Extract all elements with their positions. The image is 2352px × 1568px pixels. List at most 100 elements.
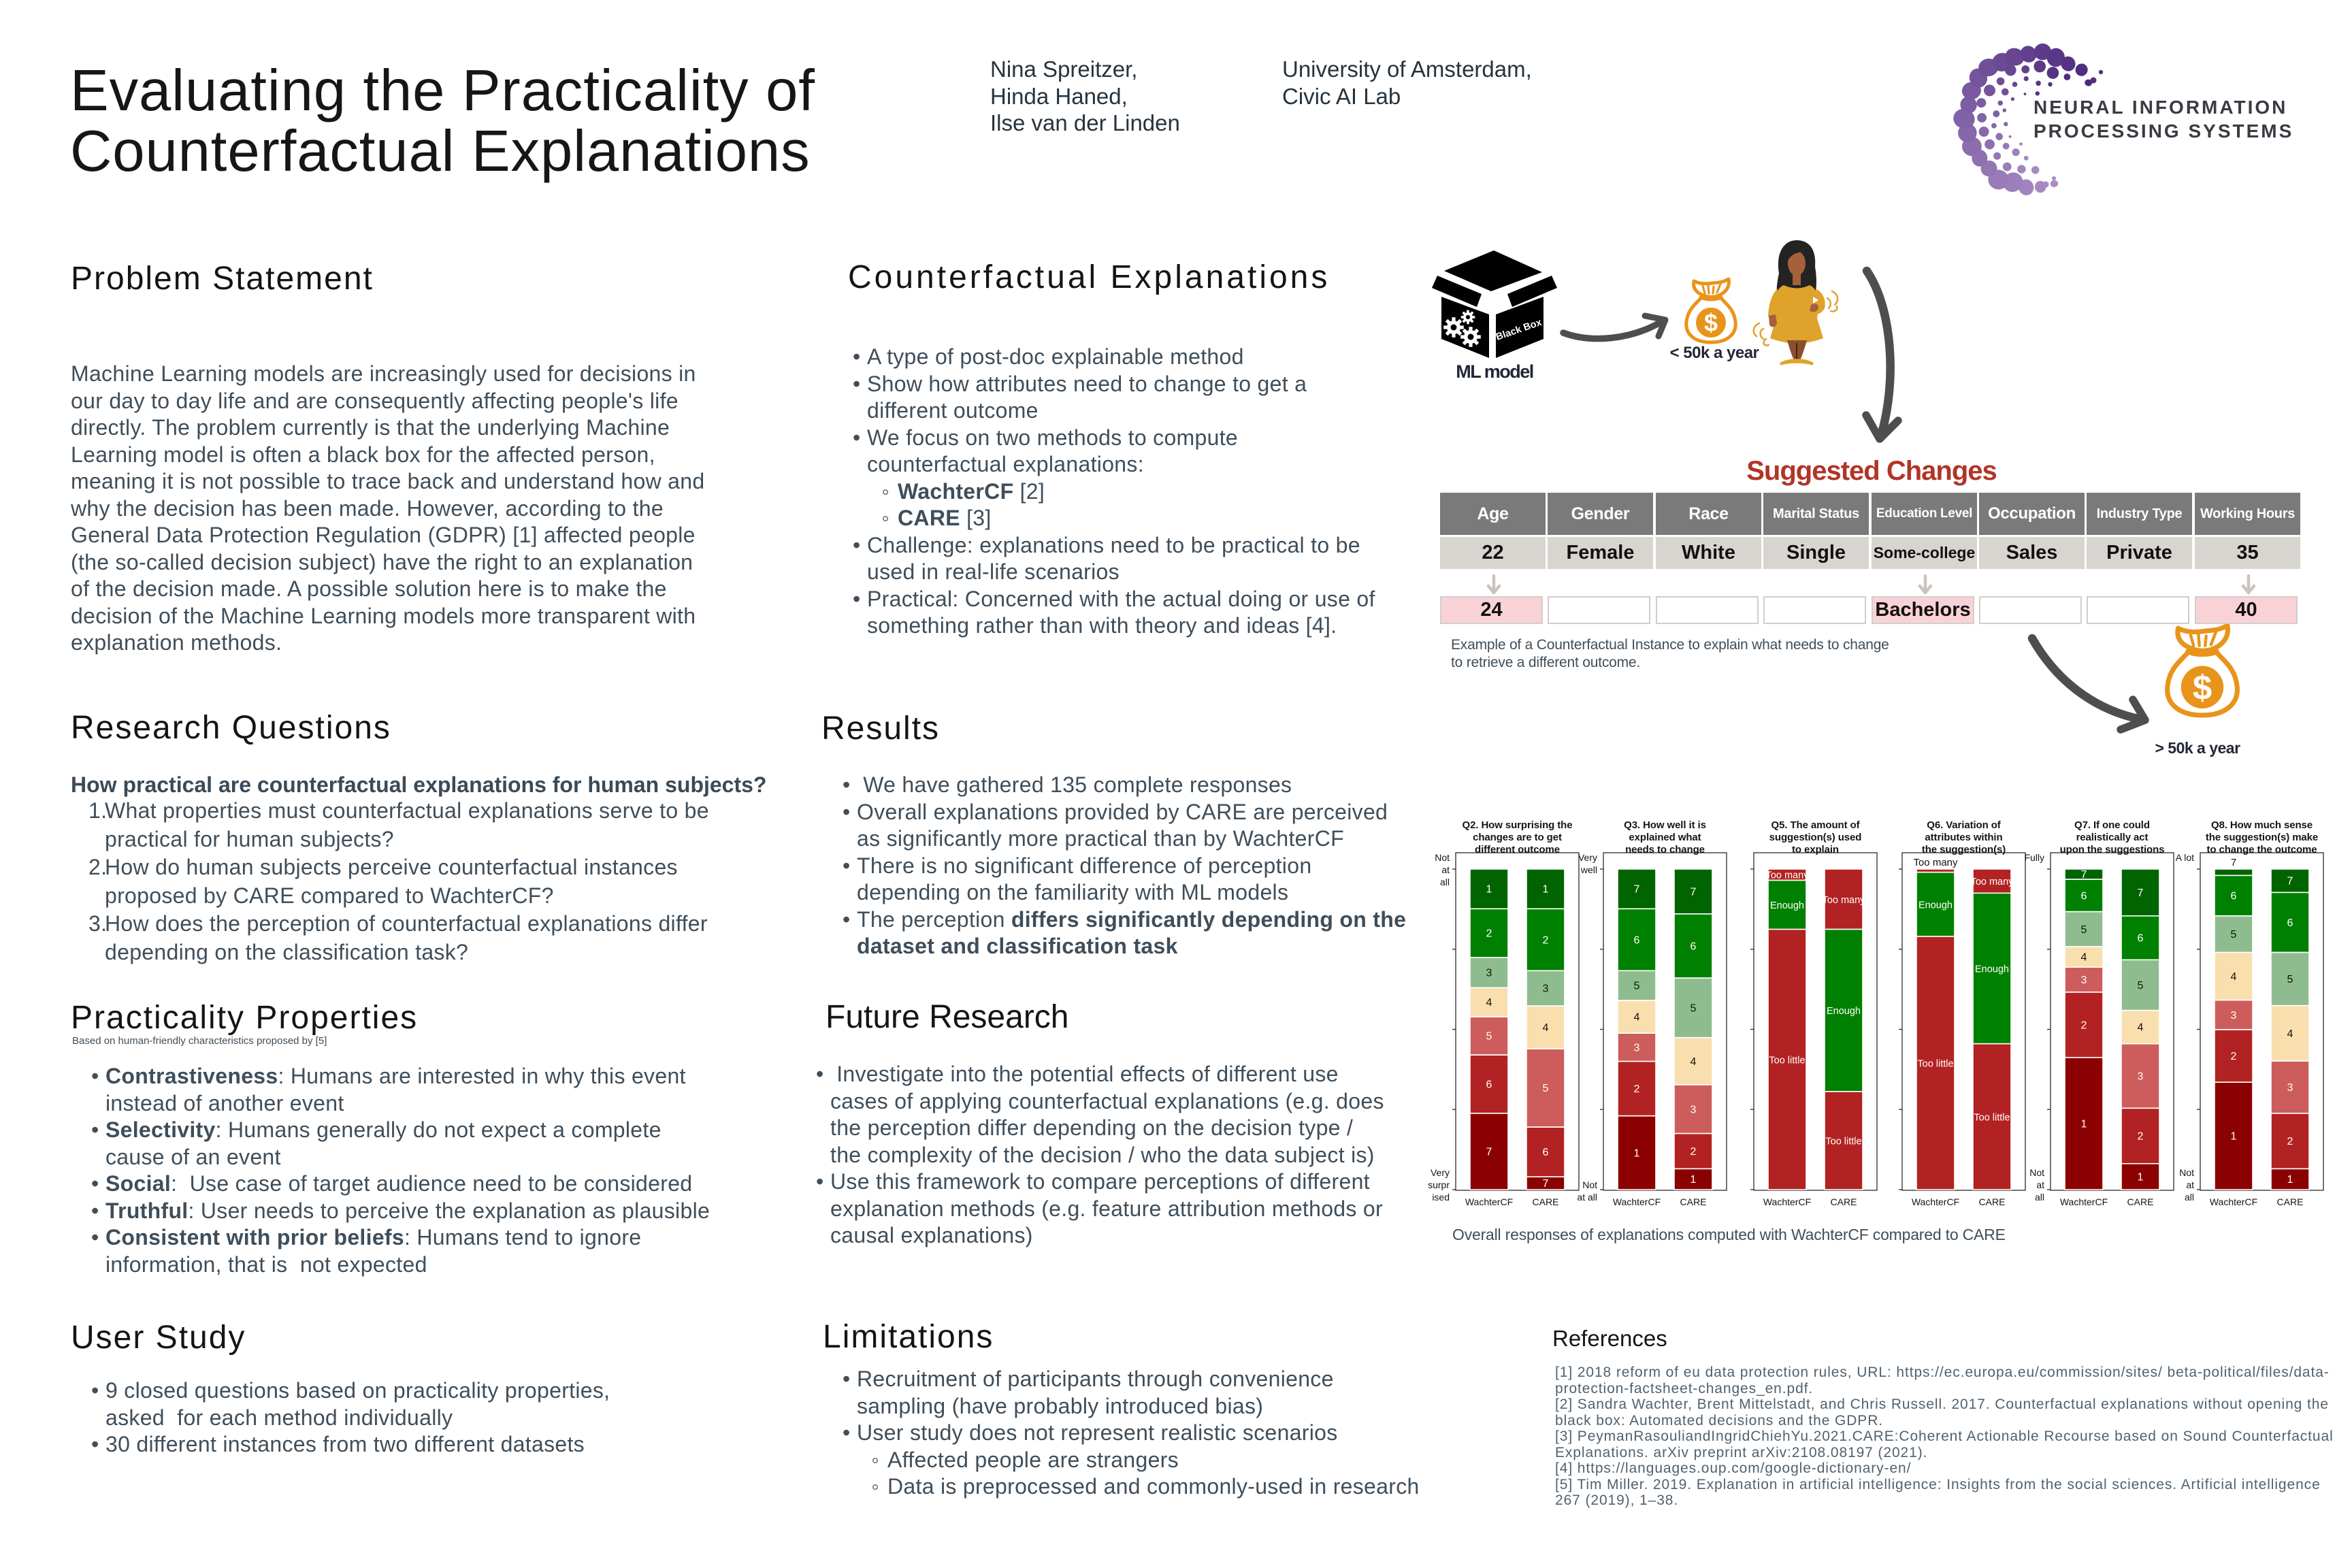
svg-text:5: 5 [2081,924,2087,936]
svg-text:1: 1 [2287,1174,2293,1186]
svg-text:to explain: to explain [1792,844,1839,855]
svg-text:$: $ [2193,668,2212,706]
svg-text:Too little: Too little [1917,1059,1953,1070]
svg-text:2: 2 [1486,928,1492,940]
svg-text:2: 2 [1543,934,1549,946]
svg-text:7: 7 [2231,857,2236,868]
svg-text:the suggestion(s): the suggestion(s) [1922,844,2006,855]
svg-text:Not: Not [2029,1167,2044,1178]
svg-text:at: at [2036,1179,2044,1190]
svg-text:5: 5 [2231,929,2237,941]
svg-text:2: 2 [2081,1019,2087,1031]
svg-text:WachterCF: WachterCF [1763,1196,1811,1207]
svg-text:1: 1 [2138,1171,2144,1183]
svg-text:surpr: surpr [1428,1179,1450,1190]
svg-text:1: 1 [1543,884,1549,896]
svg-text:Enough: Enough [1918,900,1953,911]
svg-text:Enough: Enough [1827,1006,1861,1017]
svg-text:6: 6 [2081,890,2087,902]
svg-text:CARE: CARE [1831,1196,1857,1207]
svg-text:CARE: CARE [1979,1196,2006,1207]
svg-text:7: 7 [1690,887,1697,898]
svg-text:WachterCF: WachterCF [1613,1196,1661,1207]
svg-text:5: 5 [2287,974,2293,985]
svg-text:Too little: Too little [1825,1136,1861,1147]
svg-text:at: at [1441,864,1450,875]
svg-text:4: 4 [2138,1022,2144,1034]
svg-text:Q7. If one could: Q7. If one could [2074,819,2150,831]
svg-text:5: 5 [1486,1031,1492,1043]
svg-text:Too many: Too many [1766,870,1810,881]
svg-text:4: 4 [2287,1028,2293,1040]
svg-text:ised: ised [1432,1192,1450,1203]
svg-text:3: 3 [1543,983,1549,995]
svg-text:the suggestion(s) make: the suggestion(s) make [2206,832,2318,843]
svg-text:Enough: Enough [1770,900,1804,911]
svg-text:6: 6 [1486,1079,1492,1091]
svg-text:Q3. How well it is: Q3. How well it is [1624,819,1706,831]
svg-text:1: 1 [1634,1147,1640,1159]
svg-text:7: 7 [1634,884,1640,896]
svg-text:all: all [2185,1192,2194,1203]
svg-text:PROCESSING SYSTEMS: PROCESSING SYSTEMS [2034,120,2293,142]
svg-text:4: 4 [1543,1022,1549,1034]
svg-text:3: 3 [1486,968,1492,979]
svg-text:3: 3 [2287,1082,2293,1094]
svg-text:WachterCF: WachterCF [2210,1196,2257,1207]
svg-text:realistically act: realistically act [2076,832,2149,843]
svg-text:2: 2 [2287,1136,2293,1147]
svg-text:upon the suggestions: upon the suggestions [2060,844,2165,855]
svg-text:Too little: Too little [1974,1112,2010,1123]
svg-text:6: 6 [1543,1147,1549,1158]
svg-text:different outcome: different outcome [1475,844,1560,855]
svg-text:Not: Not [1435,852,1450,863]
svg-text:Too many: Too many [1823,895,1866,906]
svg-text:4: 4 [1634,1012,1640,1024]
svg-text:2: 2 [1690,1146,1697,1158]
svg-text:1: 1 [1690,1174,1697,1186]
svg-text:CARE: CARE [2277,1196,2304,1207]
svg-text:2: 2 [1634,1083,1640,1095]
svg-text:4: 4 [1486,997,1492,1009]
svg-text:1: 1 [1486,884,1492,896]
svg-text:explained what: explained what [1629,832,1701,843]
svg-text:Very: Very [1431,1167,1450,1178]
svg-text:4: 4 [1690,1056,1697,1068]
svg-text:5: 5 [2138,980,2144,992]
svg-text:Too many: Too many [1971,877,2014,887]
svg-text:Very: Very [1578,852,1597,863]
svg-text:CARE: CARE [1680,1196,1707,1207]
svg-text:6: 6 [2138,933,2144,945]
svg-text:6: 6 [2231,891,2237,902]
svg-text:Q6. Variation of: Q6. Variation of [1927,819,2002,831]
svg-text:5: 5 [1690,1002,1697,1014]
svg-text:Too many: Too many [1913,857,1958,868]
svg-text:3: 3 [2081,975,2087,986]
svg-text:Too little: Too little [1769,1055,1805,1066]
svg-text:Q5. The amount of: Q5. The amount of [1771,819,1861,831]
svg-text:4: 4 [2231,971,2237,983]
svg-text:7: 7 [1543,1178,1549,1190]
svg-text:all: all [2035,1192,2044,1203]
svg-text:6: 6 [1690,941,1697,953]
svg-text:needs to change: needs to change [1625,844,1705,855]
svg-text:5: 5 [1634,981,1640,992]
svg-text:7: 7 [2138,887,2144,899]
svg-text:3: 3 [2231,1010,2237,1022]
svg-text:NEURAL INFORMATION: NEURAL INFORMATION [2034,97,2287,118]
svg-text:A lot: A lot [2176,852,2194,863]
svg-text:$: $ [1704,309,1718,337]
svg-text:Q8. How much sense: Q8. How much sense [2211,819,2313,831]
svg-text:all: all [1440,877,1450,887]
svg-text:suggestion(s) used: suggestion(s) used [1769,832,1862,843]
svg-text:WachterCF: WachterCF [1912,1196,1959,1207]
svg-text:to change the outcome: to change the outcome [2206,844,2317,855]
svg-text:WachterCF: WachterCF [1465,1196,1513,1207]
svg-text:4: 4 [2081,952,2087,964]
svg-text:1: 1 [2231,1131,2237,1143]
svg-text:CARE: CARE [2127,1196,2154,1207]
svg-text:6: 6 [1634,934,1640,946]
svg-text:7: 7 [1486,1147,1492,1158]
svg-text:3: 3 [1634,1042,1640,1054]
svg-text:3: 3 [1690,1104,1697,1115]
